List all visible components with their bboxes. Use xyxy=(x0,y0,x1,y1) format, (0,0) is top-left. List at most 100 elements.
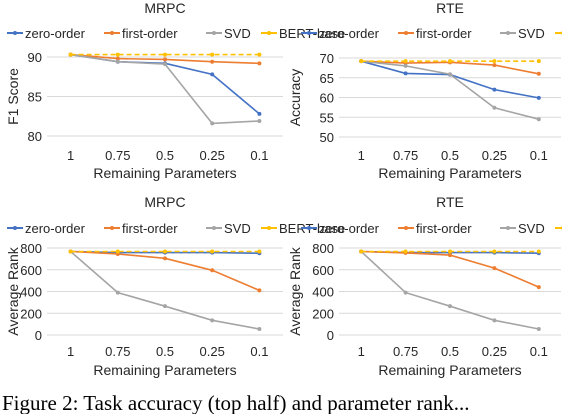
x-axis-label: Remaining Parameters xyxy=(378,165,521,181)
data-point-zero-order xyxy=(492,87,497,92)
x-tick-label: 0.25 xyxy=(200,344,225,359)
series-line-svd xyxy=(70,250,260,330)
x-axis-label: Remaining Parameters xyxy=(93,362,236,378)
data-point-first-order xyxy=(448,253,452,258)
legend-marker xyxy=(267,31,271,35)
data-point-svd xyxy=(492,105,497,110)
legend-marker xyxy=(307,31,311,35)
data-point-bert-base xyxy=(163,249,167,254)
legend-item: SVD xyxy=(500,26,545,41)
chart-title: MRPC xyxy=(144,0,185,16)
legend-item: zero-order xyxy=(7,221,86,236)
y-tick-label: 80 xyxy=(28,129,42,144)
legend-marker xyxy=(13,226,17,230)
data-point-bert-base xyxy=(68,52,73,57)
legend-label: SVD xyxy=(518,26,545,41)
y-tick-label: 65 xyxy=(320,71,334,86)
y-tick-label: 400 xyxy=(312,285,334,300)
y-tick-label: 800 xyxy=(20,241,42,256)
x-tick-label: 1 xyxy=(67,148,74,163)
legend-label: first-order xyxy=(416,26,472,41)
data-point-first-order xyxy=(210,59,215,64)
chart-title: RTE xyxy=(436,0,464,16)
y-tick-label: 55 xyxy=(320,110,334,125)
data-point-svd xyxy=(115,290,120,295)
legend-marker xyxy=(212,31,216,35)
data-point-zero-order xyxy=(257,111,262,116)
data-point-svd xyxy=(210,121,215,126)
data-point-first-order xyxy=(492,63,497,68)
y-tick-label: 0 xyxy=(327,328,334,343)
y-tick-label: 50 xyxy=(320,130,334,145)
data-point-svd xyxy=(163,62,167,67)
data-point-zero-order xyxy=(210,72,215,77)
data-point-bert-base xyxy=(359,249,364,254)
data-point-bert-base xyxy=(403,249,408,254)
legend-label: first-order xyxy=(122,221,178,236)
data-point-first-order xyxy=(163,256,167,261)
legend-label: zero-order xyxy=(25,221,86,236)
data-point-zero-order xyxy=(403,71,408,76)
data-point-first-order xyxy=(163,57,167,62)
legend-item: first-order xyxy=(398,26,472,41)
data-point-svd xyxy=(257,327,262,332)
x-tick-label: 0.5 xyxy=(156,148,174,163)
data-point-svd xyxy=(115,59,120,64)
data-point-bert-base xyxy=(210,52,215,57)
data-point-bert-base xyxy=(257,52,262,57)
legend-item: first-order xyxy=(398,221,472,236)
x-tick-label: 0.25 xyxy=(482,148,507,163)
data-point-bert-base xyxy=(492,59,497,64)
data-point-svd xyxy=(448,72,452,77)
x-tick-label: 0.25 xyxy=(482,344,507,359)
x-tick-label: 0.25 xyxy=(200,148,225,163)
legend-label: zero-order xyxy=(319,221,380,236)
data-point-bert-base xyxy=(448,59,452,64)
legend-marker xyxy=(212,226,216,230)
chart-panel-rte-accuracy: RTE zero-order first-order SVD BERT-base 50 55… xyxy=(287,0,562,181)
legend-marker xyxy=(506,31,510,35)
legend-item: SVD xyxy=(206,221,251,236)
data-point-first-order xyxy=(536,71,541,76)
series-line-svd xyxy=(361,60,539,120)
x-tick-label: 0.75 xyxy=(393,344,418,359)
data-point-first-order xyxy=(536,285,541,290)
y-tick-label: 90 xyxy=(28,50,42,65)
data-point-svd xyxy=(536,327,541,332)
data-point-first-order xyxy=(257,288,262,293)
legend-item: BERT-base xyxy=(555,226,562,230)
y-tick-label: 0 xyxy=(35,328,42,343)
legend-item: SVD xyxy=(206,26,251,41)
legend-label: SVD xyxy=(224,26,251,41)
data-point-bert-base xyxy=(403,59,408,64)
x-tick-label: 0.5 xyxy=(156,344,174,359)
y-axis-label: F1 Score xyxy=(5,68,21,125)
data-point-bert-base xyxy=(492,249,497,254)
data-point-bert-base xyxy=(448,249,452,254)
x-tick-label: 1 xyxy=(358,344,365,359)
data-point-bert-base xyxy=(68,249,73,254)
legend-item: first-order xyxy=(104,221,178,236)
data-point-first-order xyxy=(492,266,497,271)
data-point-svd xyxy=(257,118,262,123)
figure-caption: Figure 2: Task accuracy (top half) and p… xyxy=(2,392,470,414)
x-tick-label: 0.75 xyxy=(105,148,130,163)
legend-marker xyxy=(267,226,271,230)
data-point-svd xyxy=(536,117,541,122)
legend-marker xyxy=(506,226,510,230)
legend-label: first-order xyxy=(416,221,472,236)
data-point-bert-base xyxy=(163,52,167,57)
data-point-svd xyxy=(163,304,167,309)
data-point-first-order xyxy=(257,61,262,66)
series-line-svd xyxy=(360,250,539,330)
y-tick-label: 600 xyxy=(312,263,334,278)
data-point-bert-base xyxy=(210,249,215,254)
series-line-zero-order xyxy=(360,60,539,99)
x-tick-label: 0.1 xyxy=(250,148,268,163)
legend-label: first-order xyxy=(122,26,178,41)
data-point-first-order xyxy=(210,268,215,273)
x-tick-label: 0.1 xyxy=(250,344,268,359)
legend-marker xyxy=(307,226,311,230)
x-tick-label: 1 xyxy=(358,148,365,163)
